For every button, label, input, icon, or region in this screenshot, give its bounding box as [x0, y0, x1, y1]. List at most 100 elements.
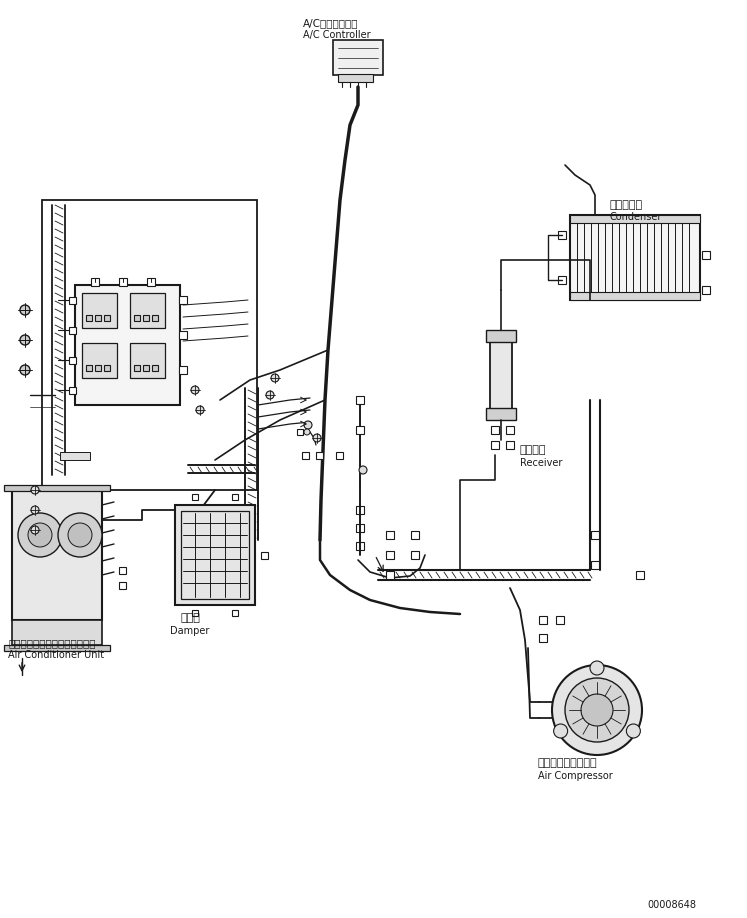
- Bar: [179, 296, 187, 304]
- Bar: [356, 426, 364, 434]
- Bar: [702, 251, 710, 259]
- Bar: [386, 571, 394, 579]
- Bar: [130, 293, 165, 328]
- Bar: [60, 452, 90, 460]
- Bar: [539, 616, 547, 624]
- Bar: [356, 542, 364, 550]
- Bar: [4, 645, 110, 651]
- Bar: [491, 426, 499, 434]
- Bar: [338, 74, 373, 82]
- Bar: [175, 505, 255, 605]
- Bar: [702, 286, 710, 294]
- Circle shape: [58, 513, 102, 557]
- Bar: [86, 315, 92, 321]
- Circle shape: [554, 724, 568, 738]
- Circle shape: [627, 724, 640, 738]
- Bar: [192, 610, 198, 616]
- Bar: [636, 571, 644, 579]
- Circle shape: [313, 434, 321, 442]
- Circle shape: [196, 406, 204, 414]
- Circle shape: [31, 526, 39, 534]
- Text: Condenser: Condenser: [610, 212, 663, 222]
- Bar: [570, 215, 700, 300]
- Bar: [386, 551, 394, 559]
- Bar: [147, 278, 155, 286]
- Bar: [82, 293, 117, 328]
- Text: A/Cコントローラ: A/Cコントローラ: [303, 18, 359, 28]
- Circle shape: [552, 665, 642, 755]
- Bar: [143, 315, 149, 321]
- Bar: [486, 330, 516, 342]
- Circle shape: [31, 486, 39, 494]
- Text: エアーコンディショナユニット: エアーコンディショナユニット: [8, 638, 96, 648]
- Circle shape: [20, 365, 30, 375]
- Bar: [119, 278, 127, 286]
- Bar: [506, 426, 514, 434]
- Bar: [179, 366, 187, 374]
- Bar: [104, 365, 110, 371]
- Text: コンデンサ: コンデンサ: [610, 200, 643, 210]
- Bar: [104, 315, 110, 321]
- Bar: [69, 386, 75, 394]
- Bar: [192, 494, 198, 500]
- Bar: [95, 365, 101, 371]
- Circle shape: [359, 466, 367, 474]
- Text: Air Conditioner Unit: Air Conditioner Unit: [8, 650, 104, 660]
- Circle shape: [565, 678, 629, 742]
- Bar: [86, 365, 92, 371]
- Circle shape: [18, 513, 62, 557]
- Circle shape: [581, 694, 613, 726]
- Bar: [42, 200, 257, 490]
- Circle shape: [266, 391, 274, 399]
- Bar: [336, 452, 344, 458]
- Bar: [143, 365, 149, 371]
- Bar: [539, 634, 547, 642]
- Bar: [490, 340, 512, 410]
- Circle shape: [191, 386, 199, 394]
- Bar: [317, 452, 323, 458]
- Bar: [491, 441, 499, 449]
- Bar: [119, 581, 125, 588]
- Bar: [558, 276, 566, 284]
- Circle shape: [28, 523, 52, 547]
- Text: ダンパ: ダンパ: [180, 613, 200, 623]
- Bar: [570, 292, 700, 300]
- Text: A/C Controller: A/C Controller: [303, 30, 371, 40]
- Bar: [486, 408, 516, 420]
- Text: Damper: Damper: [170, 626, 210, 636]
- Bar: [119, 566, 125, 574]
- Text: Air Compressor: Air Compressor: [538, 771, 613, 781]
- Bar: [134, 315, 140, 321]
- Circle shape: [271, 374, 279, 382]
- Bar: [130, 343, 165, 378]
- Bar: [333, 40, 383, 75]
- Bar: [95, 315, 101, 321]
- Bar: [82, 343, 117, 378]
- Bar: [591, 531, 599, 539]
- Bar: [356, 524, 364, 532]
- Circle shape: [590, 661, 604, 675]
- Circle shape: [20, 305, 30, 315]
- Text: 00008648: 00008648: [647, 900, 696, 910]
- Bar: [69, 327, 75, 333]
- Circle shape: [31, 506, 39, 514]
- Circle shape: [20, 335, 30, 345]
- Bar: [356, 506, 364, 514]
- Bar: [232, 610, 238, 616]
- Circle shape: [68, 523, 92, 547]
- Bar: [558, 231, 566, 239]
- Bar: [506, 441, 514, 449]
- Bar: [181, 511, 249, 599]
- Bar: [297, 429, 303, 435]
- Bar: [556, 616, 564, 624]
- Text: エアーコンプレッサ: エアーコンプレッサ: [538, 758, 598, 768]
- Bar: [232, 494, 238, 500]
- Bar: [12, 620, 102, 645]
- Circle shape: [304, 421, 312, 429]
- Bar: [75, 285, 180, 405]
- Bar: [134, 365, 140, 371]
- Bar: [69, 356, 75, 364]
- Text: レシーバ: レシーバ: [520, 445, 547, 455]
- Bar: [591, 561, 599, 569]
- Bar: [4, 485, 110, 491]
